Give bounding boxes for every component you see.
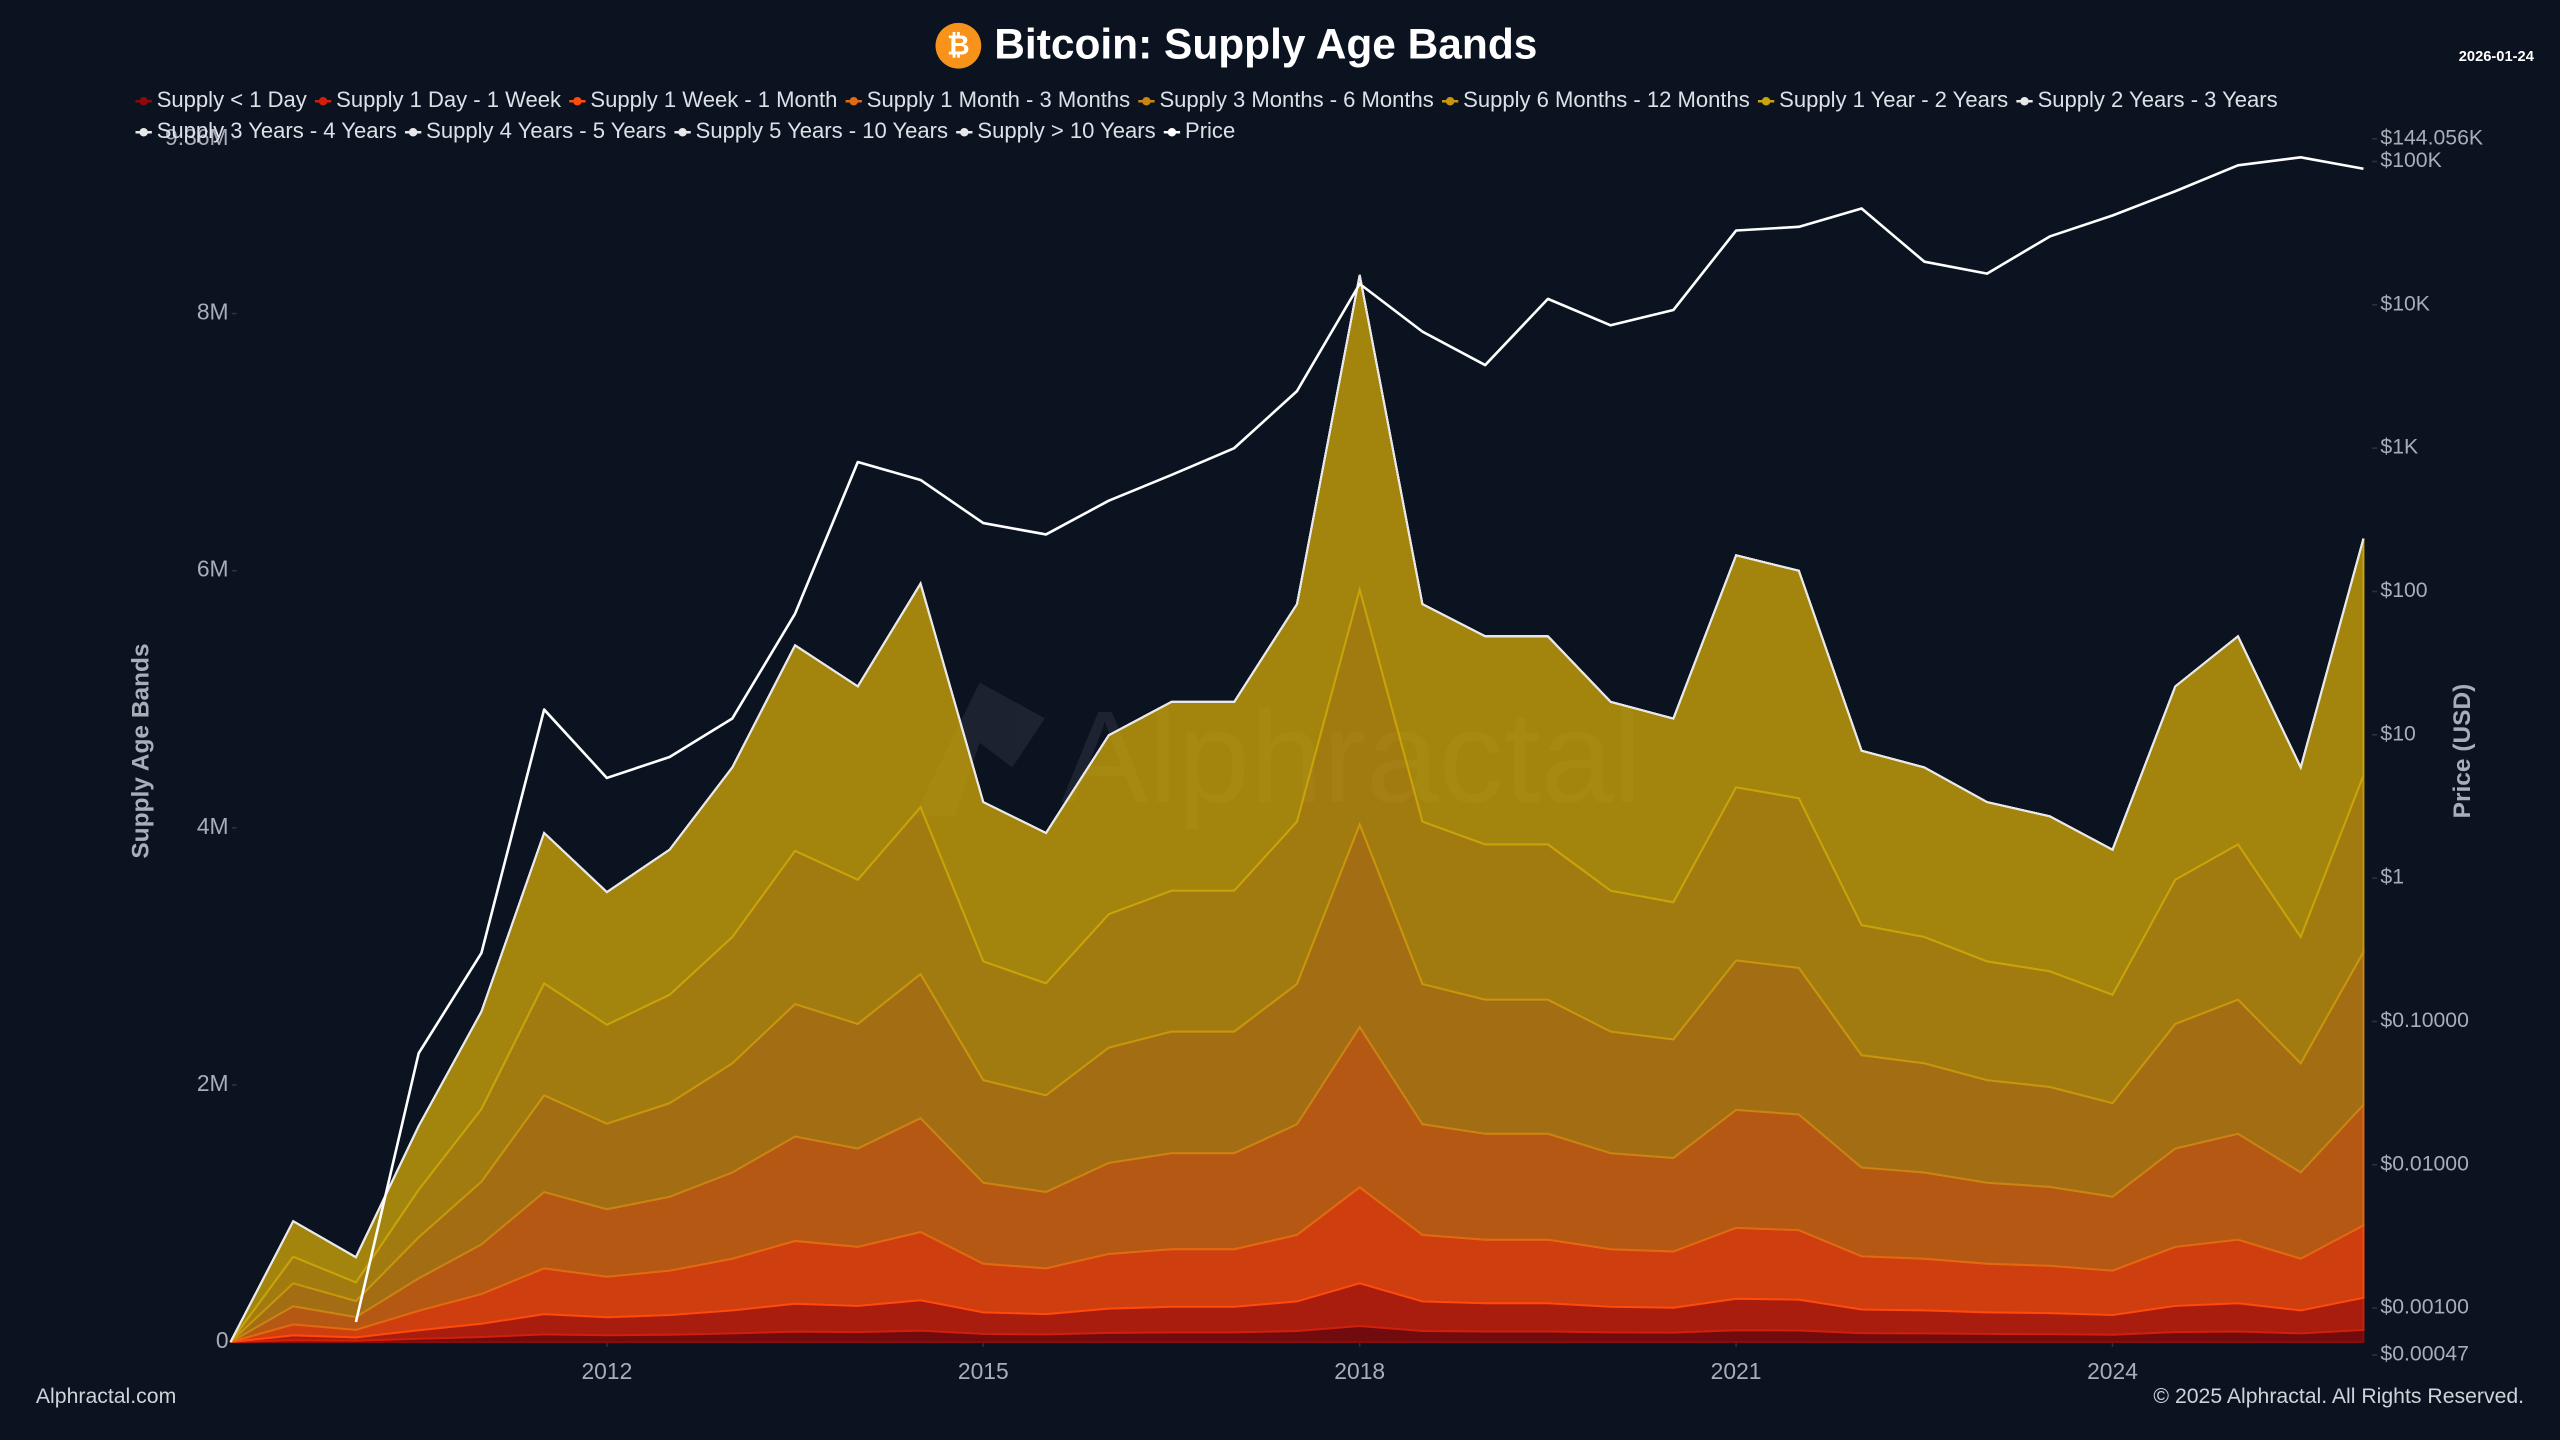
legend-marker [139,96,148,106]
x-tick-label: 2015 [958,1358,1009,1384]
x-tick-label: 2021 [1711,1358,1762,1384]
legend-label: Supply 3 Years - 4 Years [157,118,397,143]
plot: 0 2M 4M 6M 8M 9.36M $0.00047 $0.00100 $0.01000 $0… [165,124,2483,1384]
legend-label: Supply 6 Months - 12 Months [1463,87,1750,112]
y2-tick-label: $144.056K [2380,126,2483,149]
legend: Supply < 1 Day Supply 1 Day - 1 Week Suppl… [135,87,2278,143]
legend-marker [849,96,858,106]
y-tick-label: 4M [197,813,229,839]
legend-marker [2020,96,2029,106]
x-tick-label: 2018 [1334,1358,1385,1384]
legend-marker [1761,96,1771,106]
legend-item[interactable]: Supply > 10 Years [956,118,1156,143]
legend-item[interactable]: Supply 1 Year - 2 Years [1757,87,2008,112]
legend-label: Supply 1 Day - 1 Week [336,87,562,112]
logo: ₿ [947,30,970,61]
legend-item[interactable]: Supply 3 Months - 6 Months [1138,87,1434,112]
legend-item[interactable]: Supply 1 Month - 3 Months [845,87,1131,112]
legend-marker [678,128,687,137]
chart-title: Bitcoin: Supply Age Bands [994,21,1537,68]
x-tick-label: 2024 [2087,1358,2138,1384]
legend-label: Supply 2 Years - 3 Years [2038,87,2278,112]
legend-label: Supply 4 Years - 5 Years [426,118,666,143]
legend-item[interactable]: Supply 3 Years - 4 Years [135,118,397,143]
y-tick-label: 6M [197,556,229,582]
legend-label: Supply > 10 Years [977,118,1155,143]
y2-tick-label: $10 [2380,722,2415,745]
y2-tick-label: $0.00100 [2380,1296,2469,1319]
source: Alphractal.com [36,1385,176,1408]
y-tick-label: 8M [197,299,229,325]
legend-label: Supply 1 Year - 2 Years [1779,87,2008,112]
legend-marker [1142,96,1151,106]
legend-marker [1445,96,1455,106]
y2-axis-label: Price (USD) [2449,684,2476,819]
y-axis-label: Supply Age Bands [128,643,155,858]
legend-marker [573,96,582,106]
legend-item[interactable]: Supply 1 Week - 1 Month [569,87,837,112]
legend-item[interactable]: Supply 1 Day - 1 Week [314,87,562,112]
logo-circle [935,22,982,69]
legend-label: Supply 5 Years - 10 Years [696,118,948,143]
x-tick-label: 2012 [581,1358,632,1384]
y2-tick-label: $100K [2380,149,2441,172]
y2-tick-label: $0.00047 [2380,1343,2469,1366]
y2-tick-label: $100 [2380,579,2427,602]
copyright: © 2025 Alphractal. All Rights Reserved. [2153,1385,2524,1408]
y2-tick-label: $10K [2380,292,2430,315]
legend-item[interactable]: Price [1163,118,1235,143]
y2-tick-label: $1 [2380,866,2404,889]
legend-label: Supply 1 Week - 1 Month [590,87,837,112]
legend-marker [408,128,418,137]
price-line [354,155,2364,1323]
legend-marker [318,96,328,106]
legend-label: Supply 3 Months - 6 Months [1159,87,1433,112]
legend-label: Supply < 1 Day [157,87,307,112]
legend-marker [139,128,148,137]
legend-item[interactable]: Supply 2 Years - 3 Years [2016,87,2278,112]
legend-item[interactable]: Supply 5 Years - 10 Years [674,118,948,143]
date: 2026-01-24 [2459,49,2535,65]
legend-item[interactable]: Supply 4 Years - 5 Years [404,118,666,143]
y2-tick-label: $0.10000 [2380,1009,2469,1032]
y-tick-label: 9.36M [165,124,229,150]
legend-label: Supply 1 Month - 3 Months [867,87,1130,112]
legend-marker [1167,128,1177,137]
legend-label: Price [1185,118,1235,143]
bands [229,274,2365,1344]
y-tick-label: 2M [197,1070,229,1096]
y2-tick-label: $0.01000 [2380,1152,2469,1175]
legend-item[interactable]: Supply < 1 Day [135,87,307,112]
y-tick-label: 0 [216,1327,229,1353]
y2-tick-label: $1K [2380,436,2418,459]
legend-item[interactable]: Supply 6 Months - 12 Months [1441,87,1750,112]
legend-marker [960,128,969,137]
